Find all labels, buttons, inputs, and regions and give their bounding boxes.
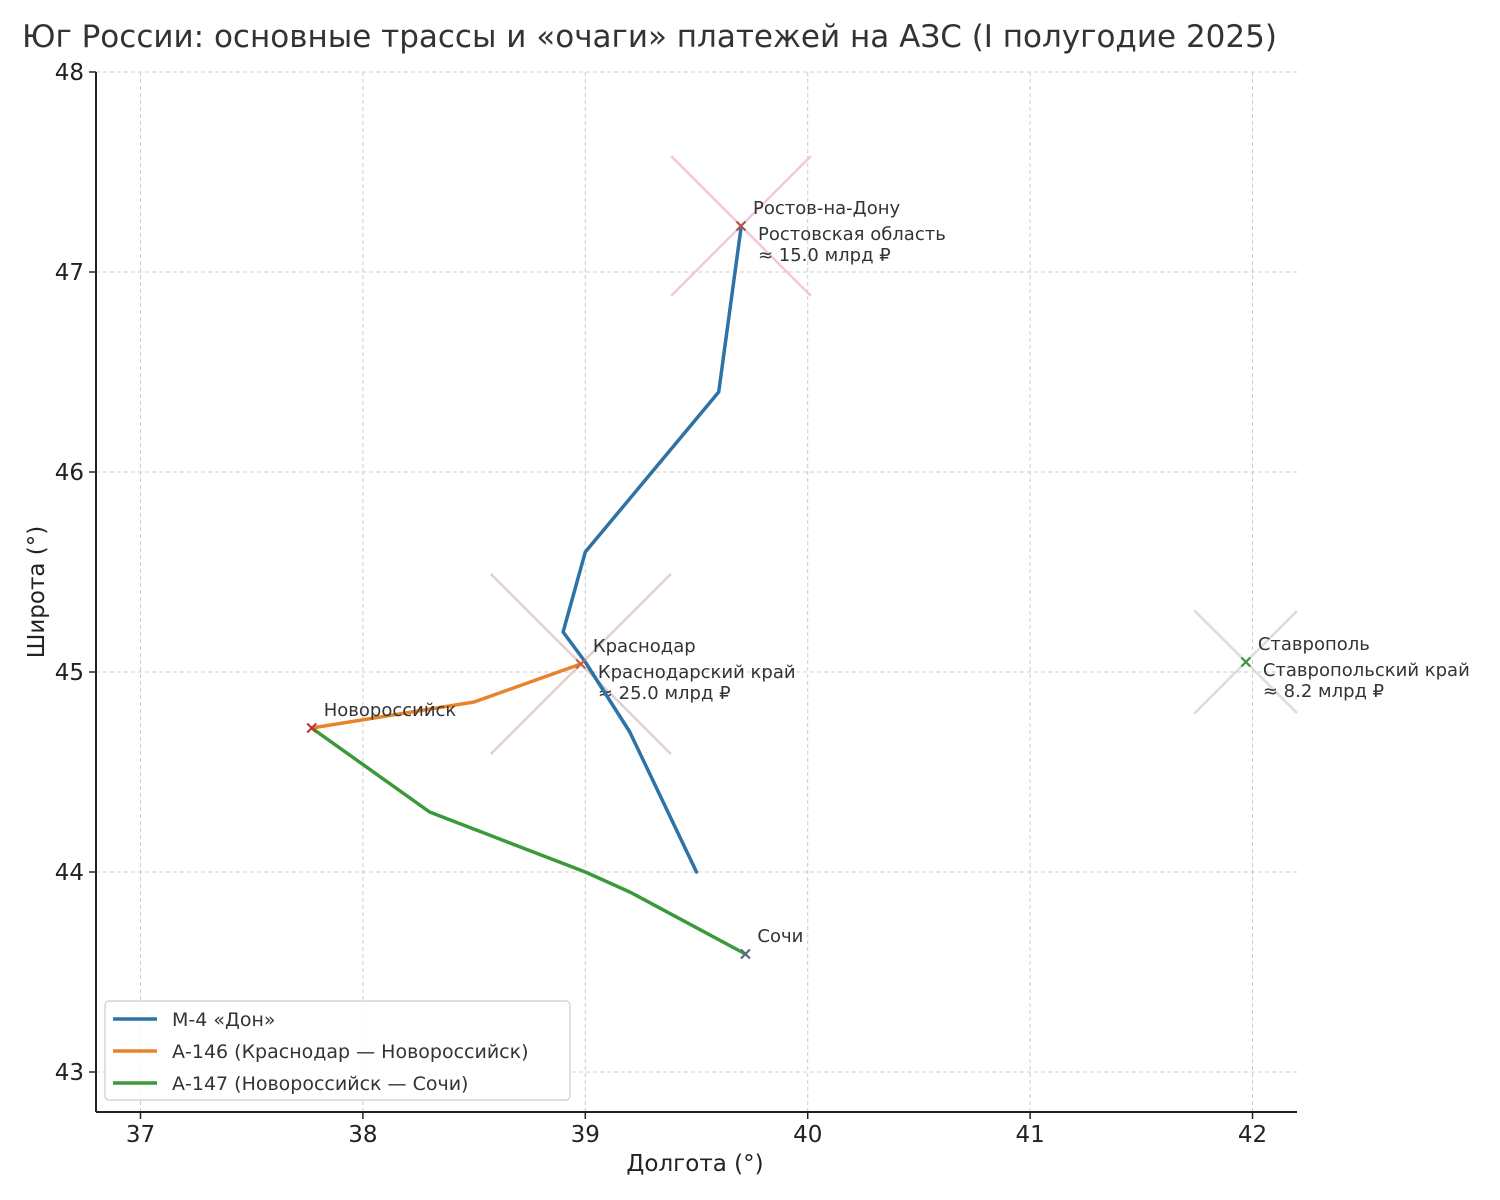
city-label: Краснодар [593,636,696,657]
city-marker [740,948,751,960]
y-tick-label: 43 [55,1060,84,1086]
region-value-label: ≈ 15.0 млрд ₽ [758,245,891,266]
city-marker-stroke [306,722,318,734]
axes: 37 38 39 40 41 42 43 44 45 46 47 48 [55,60,1297,1148]
legend-entry-1: М-4 «Дон» [172,1009,276,1031]
series-line-3 [309,726,748,956]
city-label: Ставрополь [1258,634,1370,655]
region-name-label: Ростовская область [758,224,946,245]
city-marker-stroke [575,658,587,670]
grid-layer [96,71,1297,1112]
x-tick-label: 37 [126,1122,155,1148]
y-tick-label: 45 [55,660,84,686]
city-marker-stroke [740,948,751,960]
legend-entry-2: А-146 (Краснодар — Новороссийск) [172,1041,529,1063]
legend-entry-3: А-147 (Новороссийск — Сочи) [172,1073,468,1095]
region-name-label: Ставропольский край [1263,660,1470,681]
city-label: Новороссийск [324,700,457,721]
region-name-label: Краснодарский край [598,662,796,683]
city-marker [735,220,747,232]
region-value-label: ≈ 8.2 млрд ₽ [1263,681,1384,702]
city-marker [306,722,318,734]
region-value-label: ≈ 25.0 млрд ₽ [598,683,731,704]
city-label: Ростов-на-Дону [753,198,901,219]
x-tick-label: 41 [1015,1122,1044,1148]
y-tick-label: 46 [55,460,84,486]
region-markers: Ростовская область≈ 15.0 млрд ₽ Краснодар… [489,155,1470,755]
city-label: Сочи [757,926,803,947]
y-tick-label: 44 [55,860,84,886]
y-tick-label: 48 [55,60,84,86]
city-marker [575,658,587,670]
legend-box [104,1000,571,1101]
x-tick-label: 42 [1238,1122,1267,1148]
city-marker-stroke [735,220,747,232]
x-tick-label: 38 [348,1122,377,1148]
series-line-2 [309,662,583,730]
y-axis-label: Широта (°) [24,526,50,658]
city-marker [1240,656,1252,668]
city-markers: Ростов-на-Дону Краснодар Новороссийск Сочи С… [306,198,1370,960]
series-line-1 [561,226,743,874]
legend: М-4 «Дон» А-146 (Краснодар — Новороссийск… [104,1000,571,1101]
chart-title: Юг России: основные трассы и «очаги» пла… [22,19,1277,55]
y-tick-label: 47 [55,260,84,286]
series-lines [309,226,748,956]
city-marker-stroke [1240,656,1252,668]
x-axis-label: Долгота (°) [626,1151,763,1177]
x-tick-label: 39 [571,1122,600,1148]
x-tick-label: 40 [793,1122,822,1148]
